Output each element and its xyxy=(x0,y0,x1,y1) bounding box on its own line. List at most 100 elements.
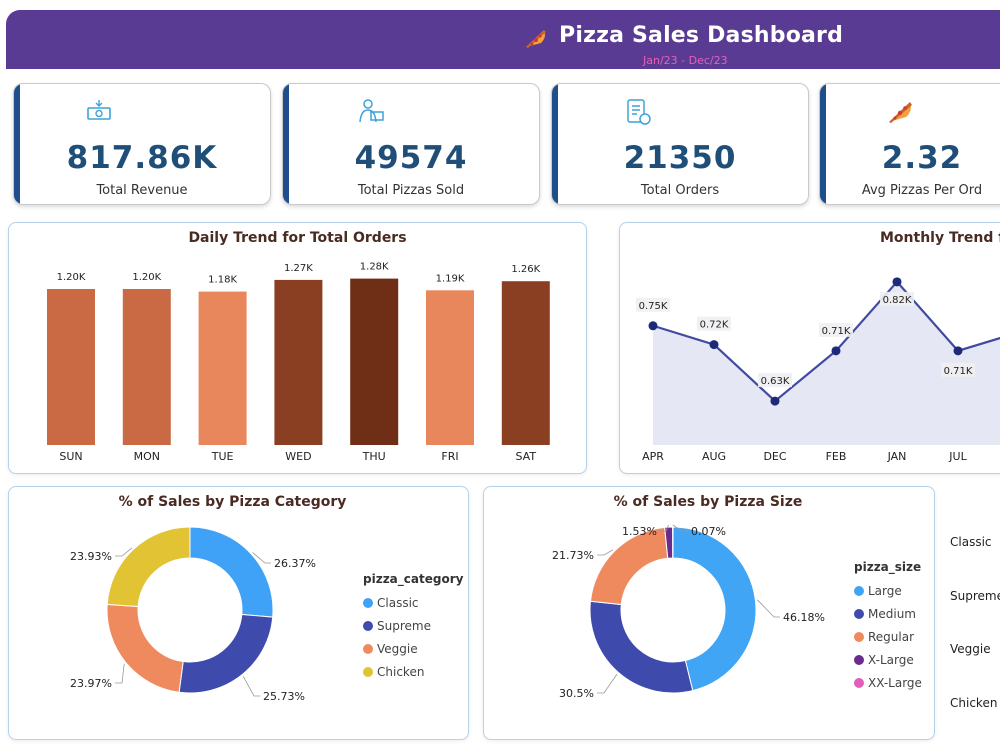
data-label: 21.73% xyxy=(552,549,594,562)
legend-label: Veggie xyxy=(377,641,418,656)
data-point-dec[interactable] xyxy=(770,396,780,406)
data-label-bg xyxy=(758,373,792,388)
legend-dot xyxy=(363,597,373,608)
x-tick-label: AUG xyxy=(702,450,726,463)
data-label: 1.20K xyxy=(57,272,86,283)
bar-thu[interactable] xyxy=(350,278,399,445)
legend-item-x-large[interactable]: X-Large xyxy=(854,648,922,671)
bar-fri[interactable] xyxy=(426,290,474,445)
slice-chicken[interactable] xyxy=(106,526,191,608)
leader-line xyxy=(252,552,271,564)
side-label-veggie: Veggie xyxy=(950,642,991,656)
daily-orders-bar-chart: 1.20K SUN 1.20K MON 1.18K TUE 1.27K WED 1.28K THU… xyxy=(47,262,550,463)
data-label: 1.53% xyxy=(622,525,657,538)
kpi-accent-bar xyxy=(820,84,826,204)
legend-dot xyxy=(363,643,373,654)
data-label: 23.97% xyxy=(70,677,112,690)
data-point-jul[interactable] xyxy=(953,346,963,356)
side-label-supreme: Supreme xyxy=(950,589,1000,603)
data-label: 30.5% xyxy=(559,687,594,700)
kpi-card-total-orders[interactable]: 21350 Total Orders xyxy=(551,83,809,205)
data-point-jan[interactable] xyxy=(892,277,902,287)
data-label: 1.26K xyxy=(511,264,540,275)
size-legend: pizza_size Large Medium Regular X-Large … xyxy=(854,560,922,694)
slice-regular[interactable] xyxy=(589,526,669,606)
leader-line xyxy=(242,676,260,697)
kpi-accent-bar xyxy=(552,84,558,204)
slice-veggie[interactable] xyxy=(106,603,184,693)
legend-item-large[interactable]: Large xyxy=(854,579,922,602)
data-point-feb[interactable] xyxy=(831,346,841,356)
data-label: 26.37% xyxy=(274,557,316,570)
sales-by-size-panel: % of Sales by Pizza Size 46.18% 30.5% 21.7… xyxy=(483,486,935,740)
category-legend: pizza_category Classic Supreme Veggie Ch… xyxy=(363,572,463,683)
legend-label: XX-Large xyxy=(868,675,922,690)
legend-dot xyxy=(854,631,864,642)
data-point-apr[interactable] xyxy=(648,321,658,331)
kpi-accent-bar xyxy=(283,84,289,204)
legend-dot xyxy=(854,608,864,619)
legend-label: Chicken xyxy=(377,664,425,679)
kpi-card-total-revenue[interactable]: 817.86K Total Revenue xyxy=(13,83,271,205)
x-tick-label: MON xyxy=(134,450,160,463)
order-list-icon xyxy=(627,99,651,125)
legend-item-chicken[interactable]: Chicken xyxy=(363,660,463,683)
legend-dot xyxy=(854,677,864,688)
legend-label: Regular xyxy=(868,629,915,644)
x-tick-label: DEC xyxy=(763,450,786,463)
data-label-bg xyxy=(819,322,853,337)
legend-item-medium[interactable]: Medium xyxy=(854,602,922,625)
daily-trend-panel: Daily Trend for Total Orders 1.20K SUN 1.2… xyxy=(8,222,587,474)
delivery-person-icon xyxy=(359,99,384,123)
bar-mon[interactable] xyxy=(122,289,171,445)
chart-title: % of Sales by Pizza Size xyxy=(613,494,803,510)
leader-line xyxy=(672,524,688,532)
x-tick-label: FEB xyxy=(826,450,847,463)
data-label: 0.07% xyxy=(691,525,726,538)
data-point-aug[interactable] xyxy=(709,340,719,350)
kpi-label: Total Revenue xyxy=(96,183,188,198)
x-tick-label: THU xyxy=(362,450,386,463)
slice-large[interactable] xyxy=(672,526,757,692)
x-tick-label: JAN xyxy=(887,450,907,463)
leader-line xyxy=(660,524,669,532)
slice-medium[interactable] xyxy=(589,600,694,694)
page-title: Pizza Sales Dashboard xyxy=(559,23,844,48)
data-label: 0.75K xyxy=(639,301,668,312)
data-label: 1.27K xyxy=(284,263,313,274)
legend-item-veggie[interactable]: Veggie xyxy=(363,637,463,660)
kpi-accent-bar xyxy=(14,84,20,204)
bar-sun[interactable] xyxy=(47,289,95,445)
kpi-label: Avg Pizzas Per Ord xyxy=(861,183,983,198)
x-tick-label: SUN xyxy=(59,450,82,463)
x-tick-label: WED xyxy=(285,450,311,463)
leader-line xyxy=(597,549,614,556)
legend-label: Large xyxy=(868,583,902,598)
side-label-classic: Classic xyxy=(950,535,992,549)
data-label: 0.82K xyxy=(883,295,912,306)
legend-item-regular[interactable]: Regular xyxy=(854,625,922,648)
data-label: 25.73% xyxy=(263,690,305,703)
legend-item-supreme[interactable]: Supreme xyxy=(363,614,463,637)
bar-wed[interactable] xyxy=(274,279,323,445)
kpi-card-total-pizzas-sold[interactable]: 49574 Total Pizzas Sold xyxy=(282,83,540,205)
data-label-bg xyxy=(941,362,975,377)
slice-supreme[interactable] xyxy=(178,613,274,694)
monthly-orders-line-chart: 0.75K APR 0.72K AUG 0.63K DEC 0.71K FEB 0.82K JAN… xyxy=(636,277,1000,463)
leader-line xyxy=(597,673,618,694)
slice-classic[interactable] xyxy=(189,526,274,618)
leader-line xyxy=(115,663,125,684)
x-tick-label: APR xyxy=(642,450,664,463)
x-tick-label: JUL xyxy=(948,450,967,463)
bar-tue[interactable] xyxy=(198,291,247,445)
legend-item-classic[interactable]: Classic xyxy=(363,591,463,614)
kpi-card-avg-pizzas-per-order[interactable]: 2.32 Avg Pizzas Per Ord xyxy=(819,83,1000,205)
legend-item-xx-large[interactable]: XX-Large xyxy=(854,671,922,694)
legend-label: Classic xyxy=(377,595,419,610)
chart-title: Monthly Trend fo xyxy=(880,230,1000,246)
bar-sat[interactable] xyxy=(501,281,550,445)
legend-label: Medium xyxy=(868,606,916,621)
chart-title: Daily Trend for Total Orders xyxy=(188,230,407,246)
kpi-value: 2.32 xyxy=(881,140,963,176)
data-label: 0.71K xyxy=(822,326,851,337)
